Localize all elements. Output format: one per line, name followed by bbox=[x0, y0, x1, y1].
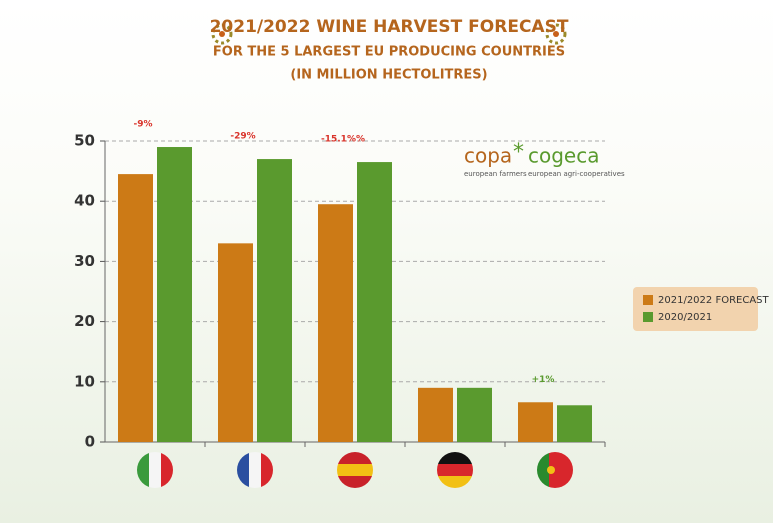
flag-stripe bbox=[249, 452, 262, 488]
flag-stripe bbox=[337, 476, 373, 488]
bar bbox=[118, 174, 153, 443]
legend-label: 2021/2022 FORECAST bbox=[658, 295, 770, 306]
chart-subtitle: FOR THE 5 LARGEST EU PRODUCING COUNTRIES bbox=[213, 45, 565, 60]
bar bbox=[418, 387, 453, 442]
legend-swatch bbox=[643, 312, 653, 322]
flag bbox=[437, 452, 473, 488]
flag-stripe bbox=[561, 452, 573, 488]
legend-box bbox=[633, 287, 758, 331]
bar bbox=[318, 204, 353, 442]
flag bbox=[537, 452, 573, 488]
flag-stripe bbox=[337, 464, 373, 477]
change-label: -9% bbox=[133, 120, 152, 130]
flag-body bbox=[437, 452, 473, 488]
y-tick-label: 10 bbox=[74, 372, 95, 390]
title-ornament bbox=[211, 23, 567, 45]
flag-stripe bbox=[161, 452, 173, 488]
flag-stripe bbox=[537, 452, 550, 488]
bar bbox=[257, 159, 292, 442]
flag-stripe bbox=[149, 452, 162, 488]
y-tick-label: 50 bbox=[74, 132, 95, 150]
flag bbox=[337, 452, 373, 488]
flag-stripe bbox=[437, 464, 473, 477]
bar bbox=[457, 387, 492, 442]
y-tick-label: 20 bbox=[74, 312, 95, 330]
flag-stripe bbox=[437, 476, 473, 488]
logo-text: cogeca bbox=[528, 144, 599, 168]
flag-body bbox=[337, 452, 373, 488]
flag-body bbox=[237, 452, 273, 488]
y-tick-label: 30 bbox=[74, 252, 95, 270]
bar bbox=[357, 162, 392, 442]
flag-body bbox=[537, 452, 573, 488]
flag-body bbox=[137, 452, 173, 488]
y-tick-label: 40 bbox=[74, 192, 95, 210]
bar bbox=[518, 402, 553, 442]
flag-stripe bbox=[337, 452, 373, 465]
logo-text: copa bbox=[464, 144, 512, 168]
change-label: +1% bbox=[532, 375, 555, 385]
flag bbox=[137, 452, 173, 488]
bar bbox=[157, 147, 192, 442]
flag-stripe bbox=[261, 452, 273, 488]
flag-stripe bbox=[549, 452, 562, 488]
legend-swatch bbox=[643, 295, 653, 305]
logo: copa * cogeca european farmers european … bbox=[464, 140, 625, 178]
bar bbox=[557, 405, 592, 442]
chart-title: 2021/2022 WINE HARVEST FORECAST bbox=[210, 17, 569, 37]
flag-emblem bbox=[547, 466, 555, 474]
change-label: -15.1%% bbox=[321, 135, 365, 145]
flag-stripe bbox=[137, 452, 150, 488]
unit-note: (IN MILLION HECTOLITRES) bbox=[290, 68, 487, 83]
flag-stripe bbox=[237, 452, 250, 488]
logo-caption: european agri-cooperatives bbox=[528, 170, 625, 178]
logo-caption: european farmers bbox=[464, 170, 527, 178]
flag-stripe bbox=[437, 452, 473, 465]
change-label: -29% bbox=[230, 132, 255, 142]
logo-star: * bbox=[513, 140, 524, 165]
y-tick-label: 0 bbox=[85, 433, 95, 451]
flag bbox=[237, 452, 273, 488]
legend-label: 2020/2021 bbox=[658, 312, 712, 323]
bar bbox=[218, 243, 253, 442]
